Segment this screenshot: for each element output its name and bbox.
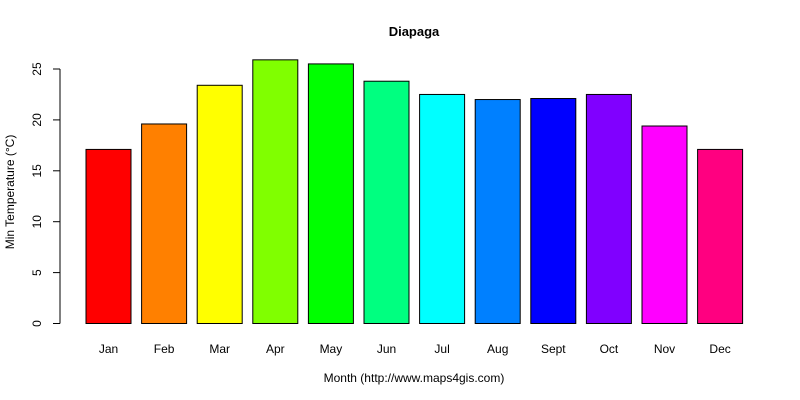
x-tick-label: Jul: [434, 342, 449, 356]
bar-aug: [474, 99, 521, 325]
y-axis: 0 5 10 15 20 25: [30, 62, 61, 327]
y-tick-label: 15: [30, 164, 44, 178]
x-tick-label: Jan: [99, 342, 118, 356]
bar-apr: [252, 59, 299, 324]
x-tick-label: Jun: [377, 342, 396, 356]
x-tick-label: Aug: [487, 342, 508, 356]
chart-title: Diapaga: [389, 24, 440, 39]
x-tick-label: Mar: [209, 342, 230, 356]
bar-sept: [530, 98, 577, 324]
bar-jan: [85, 148, 132, 324]
bar-dec: [697, 148, 744, 324]
y-tick-label: 20: [30, 113, 44, 127]
x-tick-label: May: [320, 342, 343, 356]
x-tick-label: Feb: [154, 342, 175, 356]
y-tick-label: 0: [30, 320, 44, 327]
x-tick-label: Dec: [709, 342, 730, 356]
bar-nov: [641, 125, 688, 325]
x-tick-label: Oct: [600, 342, 619, 356]
x-axis-label: Month (http://www.maps4gis.com): [324, 371, 505, 385]
bars: [85, 59, 744, 325]
y-axis-label: Min Temperature (°C): [3, 135, 17, 250]
y-tick-label: 25: [30, 62, 44, 76]
bar-feb: [141, 123, 188, 324]
x-tick-label: Nov: [654, 342, 675, 356]
x-tick-labels: Jan Feb Mar Apr May Jun Jul Aug Sept Oct Nov Dec: [99, 342, 731, 356]
y-tick-label: 10: [30, 215, 44, 229]
bar-may: [307, 63, 354, 324]
bar-jul: [419, 93, 466, 324]
x-tick-label: Apr: [266, 342, 285, 356]
bar-oct: [585, 93, 632, 324]
bar-mar: [196, 84, 243, 325]
bar-jun: [363, 80, 410, 324]
x-tick-label: Sept: [541, 342, 566, 356]
y-tick-label: 5: [30, 269, 44, 276]
